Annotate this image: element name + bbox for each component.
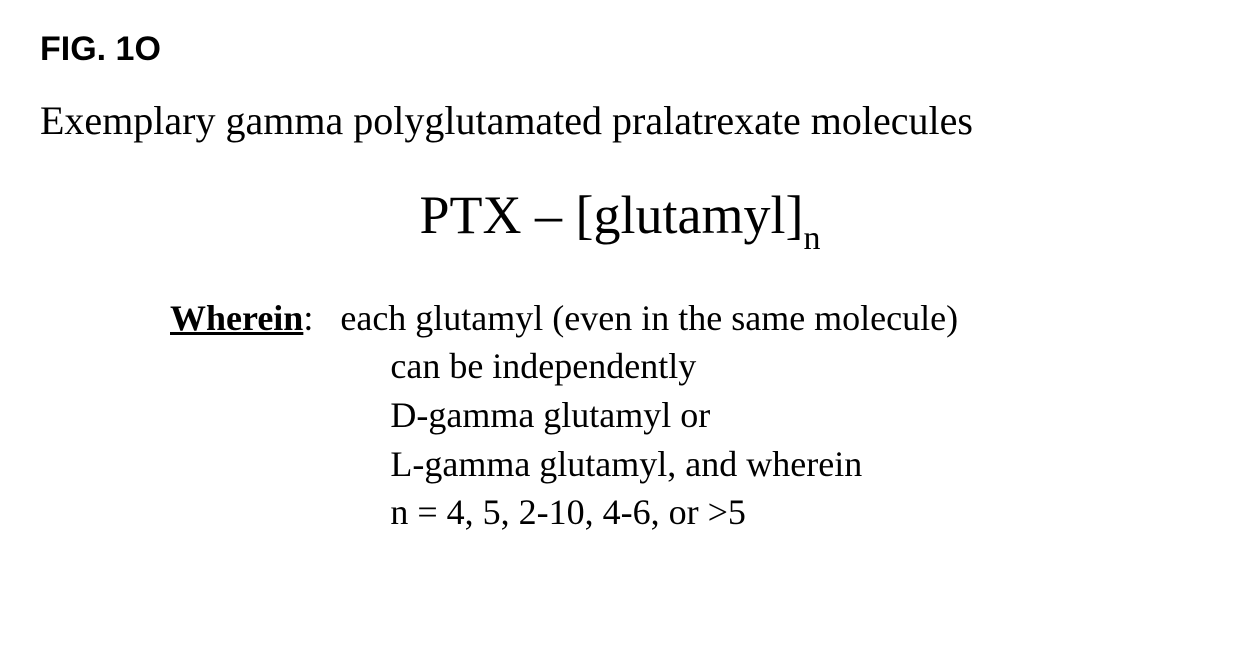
wherein-block: Wherein: each glutamyl (even in the same… <box>170 294 1200 537</box>
formula-subscript: n <box>803 220 820 257</box>
wherein-row: Wherein: each glutamyl (even in the same… <box>170 294 1200 537</box>
figure-subtitle: Exemplary gamma polyglutamated pralatrex… <box>40 97 1200 144</box>
wherein-colon: : <box>303 294 340 343</box>
formula: PTX – [glutamyl]n <box>420 184 821 254</box>
wherein-line-1: each glutamyl (even in the same molecule… <box>340 294 958 343</box>
wherein-label: Wherein <box>170 294 303 343</box>
wherein-line-4: L-gamma glutamyl, and wherein <box>340 440 958 489</box>
wherein-line-2: can be independently <box>340 342 958 391</box>
wherein-line-3: D-gamma glutamyl or <box>340 391 958 440</box>
figure-label: FIG. 1O <box>40 30 1200 69</box>
wherein-line-5: n = 4, 5, 2-10, 4-6, or >5 <box>340 488 958 537</box>
wherein-lines: each glutamyl (even in the same molecule… <box>340 294 958 537</box>
formula-prefix: PTX – [glutamyl] <box>420 185 804 245</box>
formula-container: PTX – [glutamyl]n <box>40 184 1200 254</box>
